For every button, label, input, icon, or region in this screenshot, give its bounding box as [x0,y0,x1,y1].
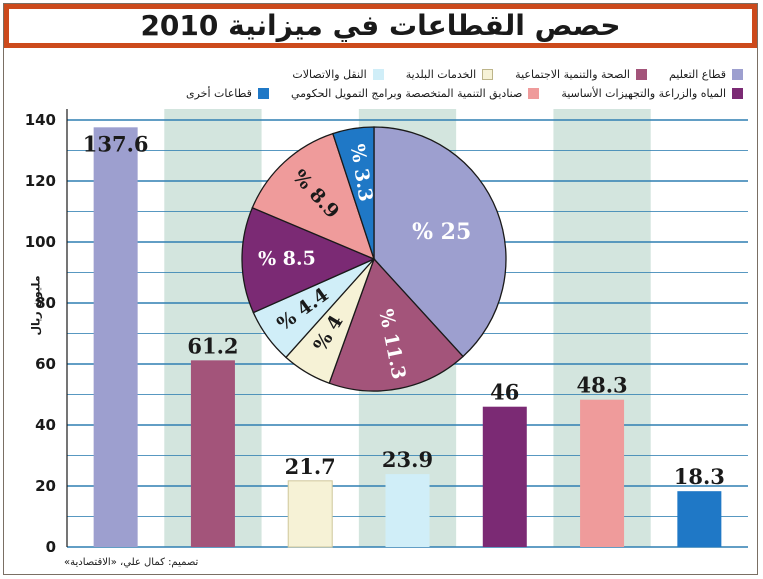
legend-item-health: الصحة والتنمية الاجتماعية [515,68,647,81]
y-tick-label: 60 [35,355,56,373]
bar [385,474,430,547]
bar-value-label: 48.3 [576,373,627,398]
legend-label: الصحة والتنمية الاجتماعية [515,68,630,81]
bar [580,399,625,547]
y-tick-label: 140 [25,111,56,129]
bar-value-label: 23.9 [382,447,433,472]
legend-swatch [732,69,743,80]
legend-swatch [372,69,384,80]
y-tick-label: 40 [35,416,56,434]
legend-swatch [257,88,269,99]
bar [287,480,333,548]
legend-label: المياه والزراعة والتجهيزات الأساسية [561,87,726,100]
legend-row-2: المياه والزراعة والتجهيزات الأساسية صناد… [183,87,743,100]
bar-value-label: 137.6 [83,131,149,156]
chart-plot: 0 20 40 60 80 100 120 140 137.6 61.2 21.7 23.9 46 48.… [25,109,748,556]
legend-item-water: المياه والزراعة والتجهيزات الأساسية [561,87,743,100]
y-tick-label: 120 [25,172,56,190]
legend-label: صناديق التنمية المتخصصة وبرامج التمويل ا… [290,87,523,100]
y-tick-label: 80 [35,294,56,312]
bar-value-label: 46 [490,380,519,405]
chart-title: حصص القطاعات في ميزانية 2010 [140,9,621,42]
pie-slice [332,126,375,260]
legend-label: الخدمات البلدية [405,68,477,81]
legend-label: النقل والاتصالات [292,68,367,81]
y-tick-label: 0 [46,538,56,556]
title-bar: حصص القطاعات في ميزانية 2010 [4,4,757,48]
legend-item-education: قطاع التعليم [669,68,743,81]
pie-slice [241,206,376,314]
y-tick-label: 100 [25,233,56,251]
bar [677,491,722,547]
legend-item-funds: صناديق التنمية المتخصصة وبرامج التمويل ا… [290,87,540,100]
bar [190,360,235,547]
bar [482,406,527,547]
legend-item-other: قطاعات أخرى [186,87,269,100]
pie-slice-label: % 25 [412,219,471,245]
chart-frame: حصص القطاعات في ميزانية 2010 0 20 40 60 80 10… [3,3,758,575]
pie-slice [251,132,376,261]
legend-item-municipal: الخدمات البلدية [405,68,494,81]
design-credit: تصميم: كمال علي، «الاقتصادية» [64,557,199,568]
legend-item-transport: النقل والاتصالات [292,68,384,81]
title-plate: حصص القطاعات في ميزانية 2010 [9,9,752,43]
bar-value-label: 21.7 [285,454,336,479]
legend-swatch [528,88,540,99]
y-axis-label: مليون ريال [29,275,43,336]
legend-label: قطاعات أخرى [186,87,252,100]
y-tick-label: 20 [35,477,56,495]
pie-slice [373,126,507,358]
bar [93,127,138,547]
bar-value-label: 18.3 [674,464,725,489]
legend-label: قطاع التعليم [668,68,726,81]
bar-value-label: 61.2 [187,333,238,358]
pie-slice-label: % 8.5 [258,248,316,271]
legend: قطاع التعليم الصحة والتنمية الاجتماعية ا… [183,68,743,106]
legend-swatch [635,69,647,80]
legend-row-1: قطاع التعليم الصحة والتنمية الاجتماعية ا… [183,68,743,81]
legend-swatch [482,69,494,80]
legend-swatch [732,88,743,99]
